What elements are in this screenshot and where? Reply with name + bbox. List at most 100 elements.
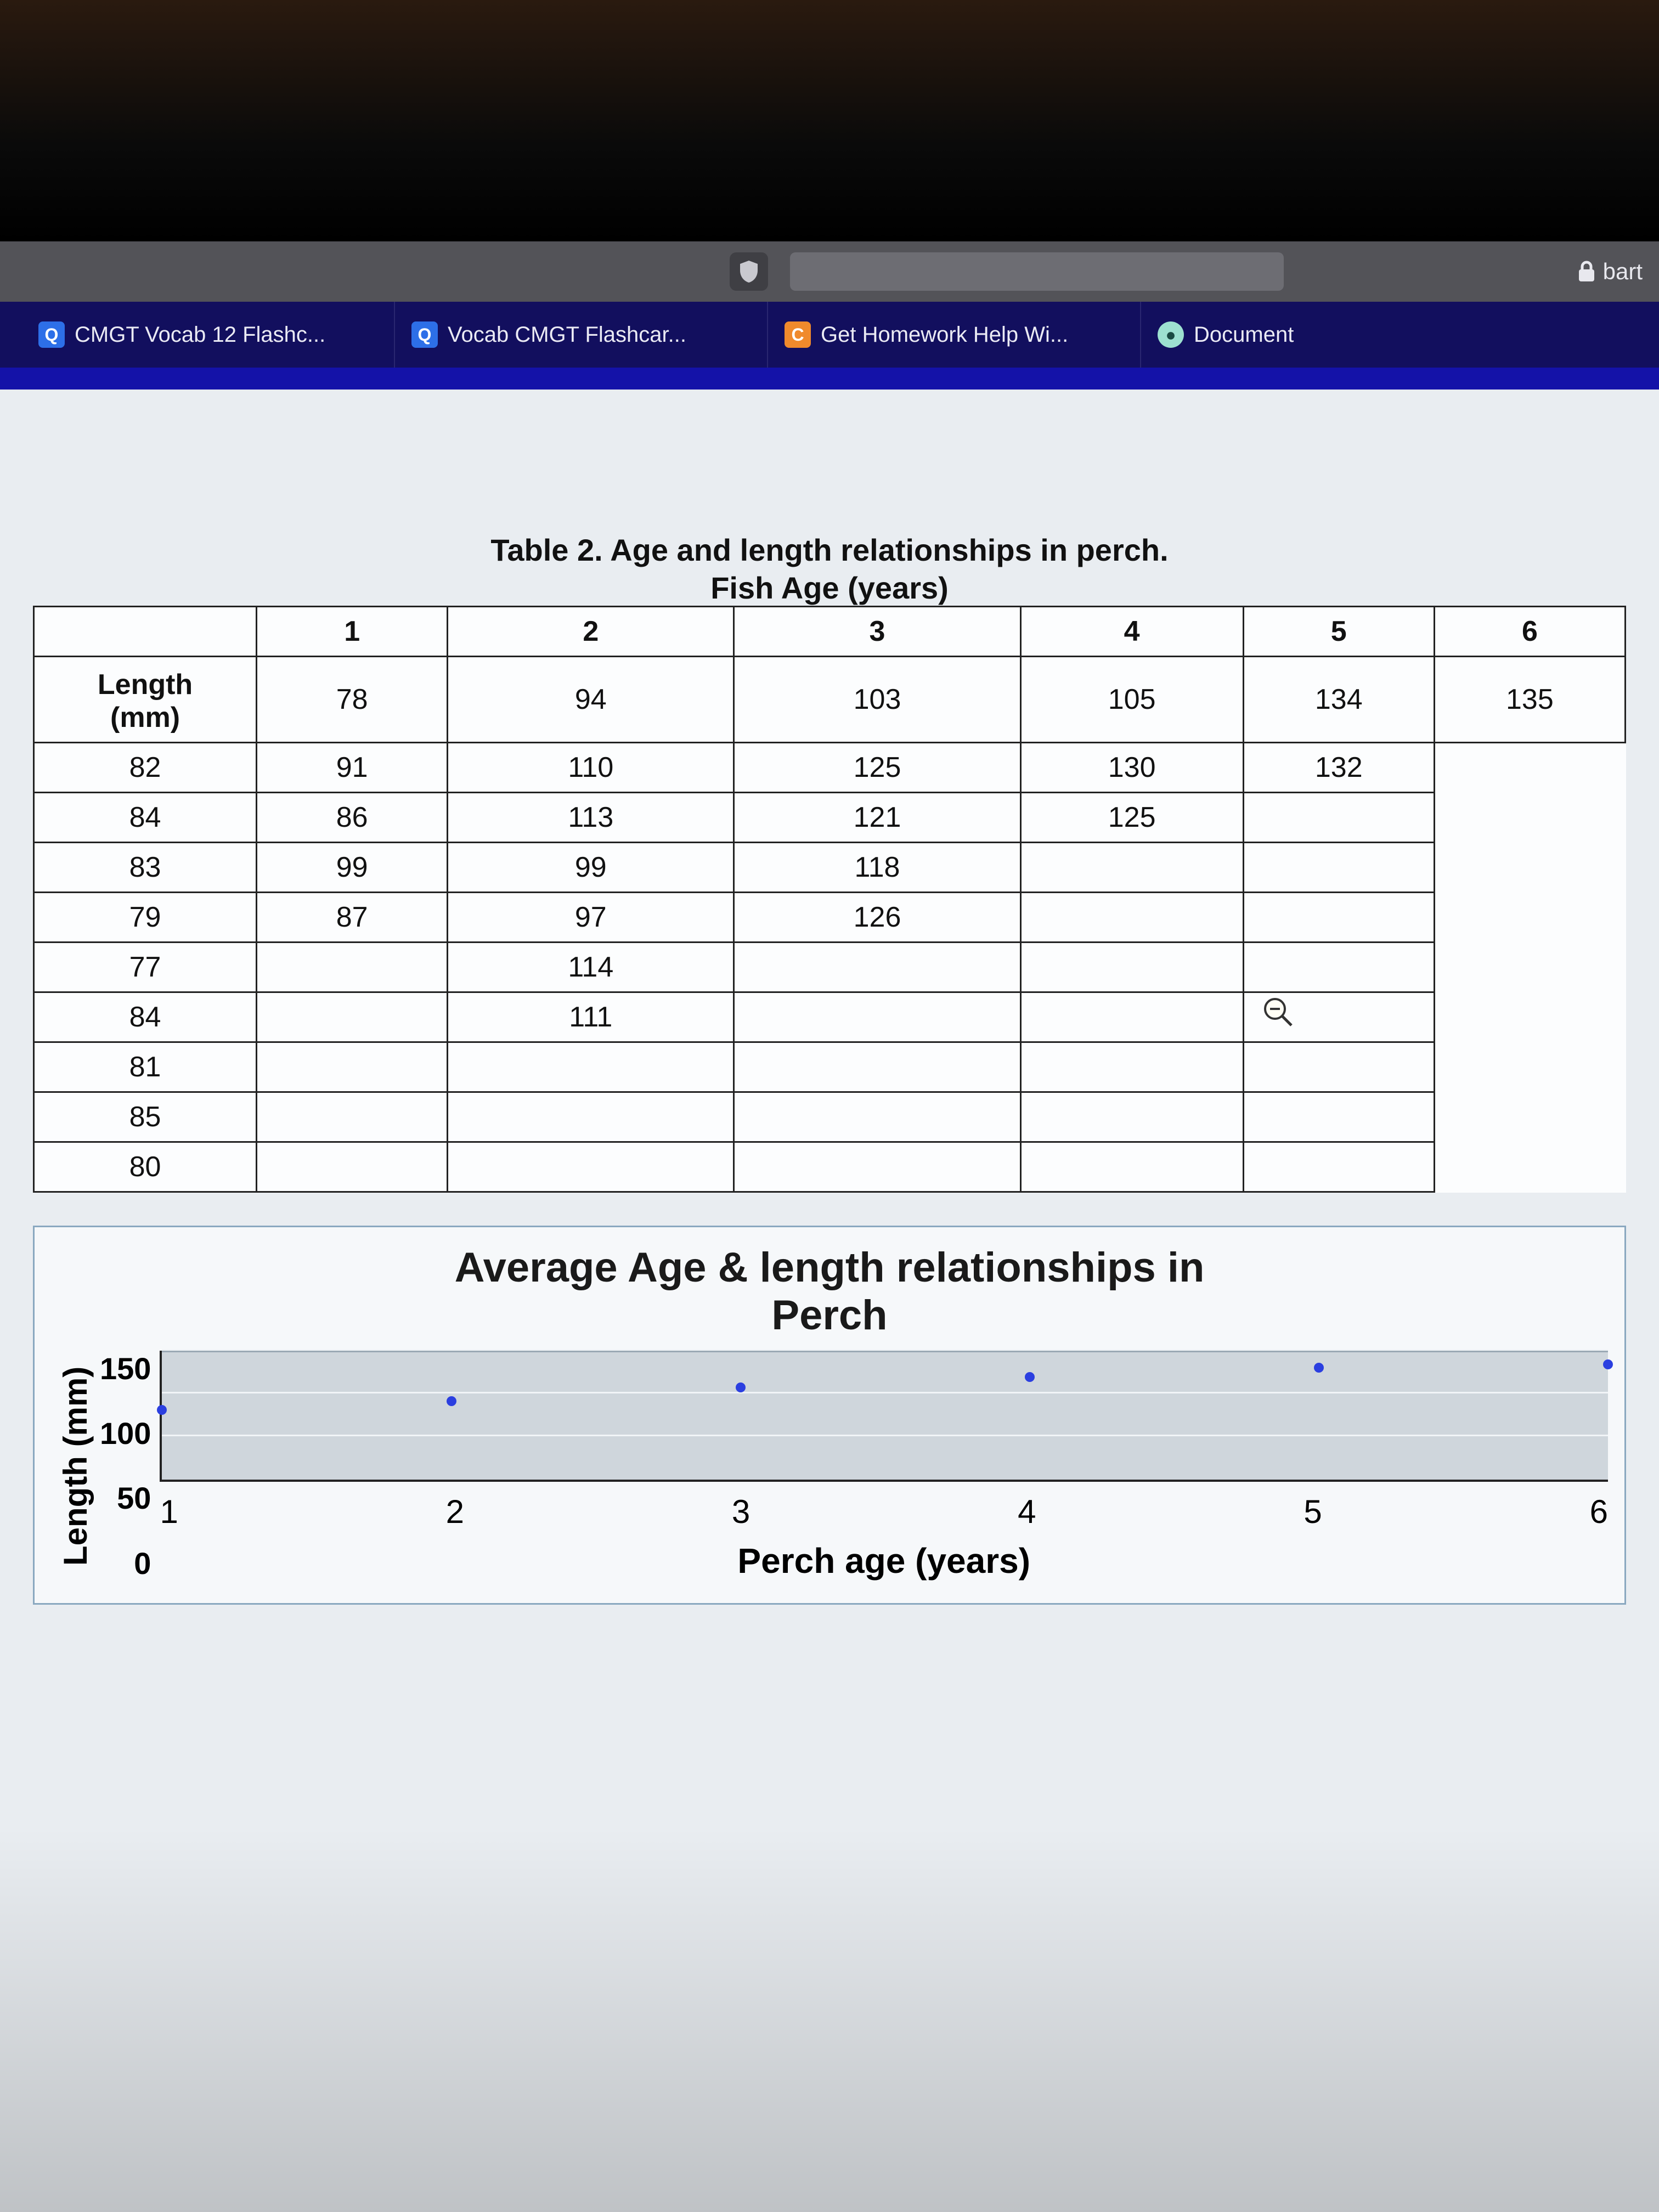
xtick-label: 2	[446, 1493, 732, 1531]
table-cell: 121	[734, 793, 1020, 843]
table-cell: 84	[34, 793, 257, 843]
xtick-label: 1	[160, 1493, 445, 1531]
tabs-bar: Q CMGT Vocab 12 Flashc... Q Vocab CMGT Flas…	[0, 302, 1659, 368]
chart-data-point	[447, 1396, 456, 1406]
table-col-header: 6	[1434, 607, 1625, 657]
browser-tab[interactable]: ●Document	[1141, 302, 1327, 368]
table-cell	[1243, 943, 1434, 992]
chart-xlabel: Perch age (years)	[160, 1541, 1608, 1581]
chart-data-point	[1314, 1363, 1324, 1373]
table-cell	[734, 943, 1020, 992]
tab-label: Get Homework Help Wi...	[821, 323, 1068, 347]
table-cell	[1020, 1142, 1243, 1192]
table-cell: 79	[34, 893, 257, 943]
table-cell: 118	[734, 843, 1020, 893]
table-cell: 86	[257, 793, 448, 843]
table-cell: 110	[448, 743, 734, 793]
table-cell	[1243, 793, 1434, 843]
table-cell: 84	[34, 992, 257, 1042]
table-cell: 83	[34, 843, 257, 893]
table-cell	[734, 1042, 1020, 1092]
table-cell: 91	[257, 743, 448, 793]
table-cell	[1243, 1142, 1434, 1192]
table-cell	[1020, 1092, 1243, 1142]
ytick-label: 150	[100, 1351, 151, 1386]
table-col-header: 2	[448, 607, 734, 657]
table-cell: 82	[34, 743, 257, 793]
table-cell: 125	[1020, 793, 1243, 843]
site-label: bart	[1603, 258, 1643, 285]
table-cell	[1020, 893, 1243, 943]
table-col-header: 4	[1020, 607, 1243, 657]
chart-gridline	[162, 1349, 1608, 1351]
tab-favicon-icon: Q	[411, 321, 438, 348]
ytick-label: 50	[100, 1480, 151, 1516]
table-cell: 126	[734, 893, 1020, 943]
table-cell	[734, 1092, 1020, 1142]
tab-favicon-icon: ●	[1158, 321, 1184, 348]
table-cell	[448, 1092, 734, 1142]
table-cell: 113	[448, 793, 734, 843]
table-cell	[448, 1142, 734, 1192]
table-cell: 135	[1434, 657, 1625, 743]
browser-toolbar: bart	[0, 241, 1659, 302]
table-cell: 81	[34, 1042, 257, 1092]
table-cell: 77	[34, 943, 257, 992]
chart-data-point	[1603, 1359, 1613, 1369]
chart-xticks: 123456	[160, 1482, 1608, 1531]
browser-tab[interactable]: Q Vocab CMGT Flashcar...	[395, 302, 768, 368]
browser-tab[interactable]: CGet Homework Help Wi...	[768, 302, 1141, 368]
chart-ylabel: Length (mm)	[51, 1351, 100, 1581]
table-cell	[448, 1042, 734, 1092]
table-cell: 130	[1020, 743, 1243, 793]
table-cell: 105	[1020, 657, 1243, 743]
table-col-header: 5	[1243, 607, 1434, 657]
zoom-cursor-icon	[1262, 996, 1295, 1029]
table-cell	[257, 1142, 448, 1192]
table-cell	[1243, 893, 1434, 943]
tab-label: Vocab CMGT Flashcar...	[448, 323, 686, 347]
chart-title-line2: Perch	[771, 1292, 887, 1339]
table-cell: 114	[448, 943, 734, 992]
site-identity[interactable]: bart	[1577, 241, 1643, 302]
table-cell	[734, 992, 1020, 1042]
xtick-label: 5	[1304, 1493, 1589, 1531]
table-cell	[1243, 1092, 1434, 1142]
table-cell	[1020, 843, 1243, 893]
table-cell	[1020, 943, 1243, 992]
table-cell	[1243, 843, 1434, 893]
table-cell: 134	[1243, 657, 1434, 743]
xtick-label: 4	[1018, 1493, 1304, 1531]
table-cell: 87	[257, 893, 448, 943]
lock-icon	[1577, 261, 1596, 283]
table-cell: 132	[1243, 743, 1434, 793]
table-cell: 78	[257, 657, 448, 743]
table-col-header: 3	[734, 607, 1020, 657]
table-cell: 94	[448, 657, 734, 743]
ytick-label: 100	[100, 1415, 151, 1451]
chart-gridline	[162, 1435, 1608, 1436]
tab-label: CMGT Vocab 12 Flashc...	[75, 323, 325, 347]
table-cell	[1020, 992, 1243, 1042]
table-cell	[257, 1092, 448, 1142]
chart-container: Average Age & length relationships in Pe…	[33, 1226, 1626, 1605]
table-cell	[734, 1142, 1020, 1192]
tab-favicon-icon: Q	[38, 321, 65, 348]
ytick-label: 0	[100, 1545, 151, 1581]
shield-icon[interactable]	[730, 252, 768, 291]
table-cell	[257, 943, 448, 992]
url-input[interactable]	[790, 252, 1284, 291]
table-cell	[1243, 1042, 1434, 1092]
chart-yticks: 150 100 50 0	[100, 1351, 160, 1581]
photo-backdrop	[0, 0, 1659, 241]
xtick-label: 6	[1590, 1493, 1608, 1531]
table-cell	[257, 1042, 448, 1092]
table-cell: 80	[34, 1142, 257, 1192]
data-table: 123456Length(mm)789410310513413582911101…	[33, 606, 1626, 1193]
browser-tab[interactable]: Q CMGT Vocab 12 Flashc...	[22, 302, 395, 368]
table-cell: 97	[448, 893, 734, 943]
xtick-label: 3	[732, 1493, 1018, 1531]
page-content: Table 2. Age and length relationships in…	[0, 390, 1659, 2212]
chart-data-point	[736, 1383, 746, 1392]
chart-plot-area	[160, 1351, 1608, 1482]
